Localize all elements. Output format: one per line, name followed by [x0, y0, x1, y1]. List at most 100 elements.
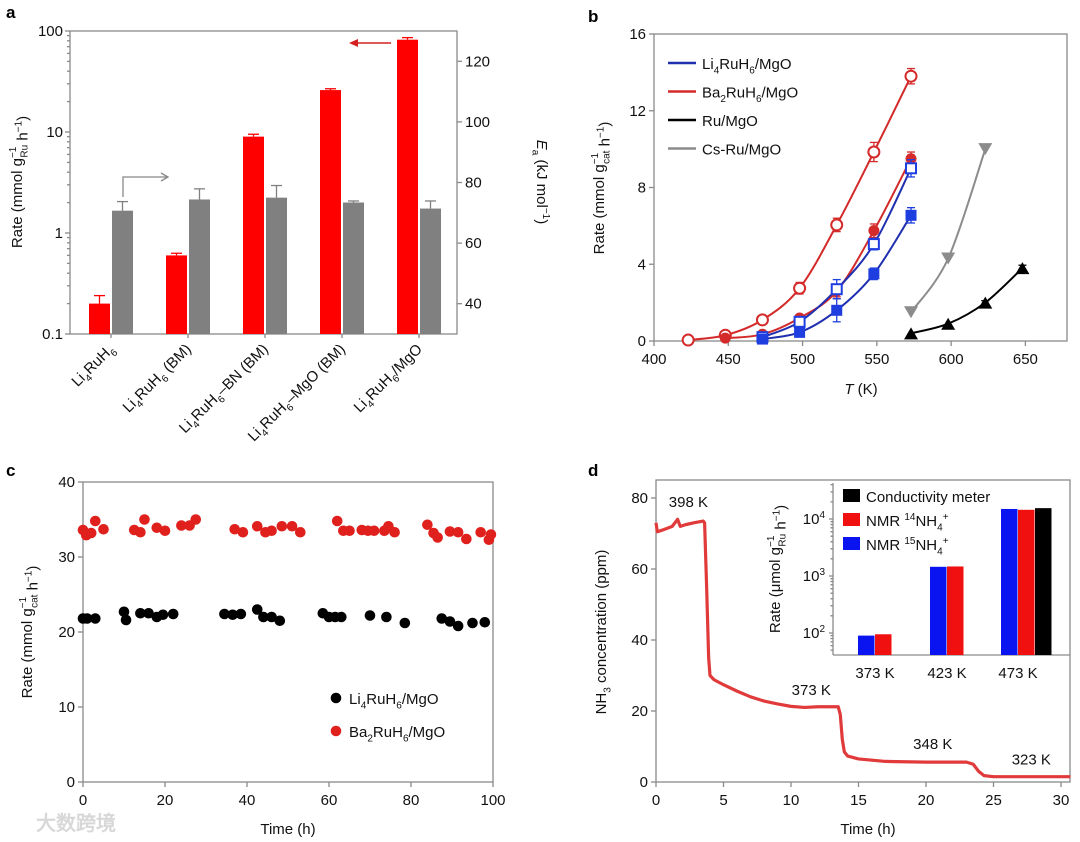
data-point [143, 607, 154, 619]
inset-x-tick-label: 423 K [927, 665, 966, 682]
panel-label-c: c [6, 461, 15, 480]
superscript: 14 [904, 512, 916, 523]
text-run: RuH [373, 724, 403, 741]
data-point [331, 515, 343, 527]
legend-label: Ba2​RuH6​/MgO [349, 724, 445, 745]
data-point [266, 525, 277, 537]
text-run: 0.1 [42, 326, 63, 343]
text-run: 348 K [913, 736, 952, 753]
data-point [904, 306, 919, 319]
panel-d-line-chart: 0 5 10 15 20 25 30 0 20 40 60 80 398 K 373 K 348 K 323 … [593, 479, 1071, 838]
ea-bar [420, 208, 441, 334]
superscript: 15 [904, 536, 916, 547]
text-run: 0 [640, 774, 648, 791]
text-run: RuH [132, 371, 165, 404]
data-point [422, 519, 433, 531]
data-point [479, 616, 491, 628]
plot-frame [655, 479, 1071, 783]
y-axis-title: Rate (mmol g−1cat h−1​) [590, 122, 613, 255]
text-run: 550 [864, 351, 889, 368]
data-point [905, 162, 918, 175]
data-point [904, 69, 918, 83]
y-tick-label: 80 [631, 490, 648, 507]
data-point [756, 333, 768, 345]
text-run: –MgO (BM) [282, 341, 349, 408]
y-axis-title: Rate (mmol g−1cat h−1​) [18, 566, 41, 699]
text-run: T [844, 381, 855, 398]
text-run: ) [24, 566, 41, 571]
text-run: 10 [803, 511, 820, 528]
text-run: 373 K [855, 665, 894, 682]
text-run: 323 K [1012, 751, 1051, 768]
y-right-tick-label: 40 [465, 296, 482, 313]
x-tick-label: 0 [79, 792, 87, 809]
text-run: Ru/MgO [702, 113, 758, 130]
data-point [399, 617, 411, 629]
text-run: NMR [866, 513, 904, 530]
y-axis-title: Rate (mmol g−1Ru h−1​) [8, 116, 31, 248]
y-tick-label: 100 [38, 23, 63, 40]
y-tick-label: 30 [58, 549, 75, 566]
data-point [135, 607, 146, 619]
superscript: −1 [540, 208, 551, 220]
text-run: 20 [157, 792, 174, 809]
text-run: 450 [716, 351, 741, 368]
data-point [905, 209, 917, 221]
data-point [978, 296, 993, 309]
text-run: h [772, 521, 789, 534]
superscript: −1 [766, 535, 777, 547]
data-point [867, 145, 881, 159]
text-run: 60 [631, 561, 648, 578]
text-run: 400 [641, 351, 666, 368]
inset-y-axis-title: Rate (μmol g−1Ru h−1​) [766, 505, 789, 633]
y-axis-title: NH3​ concentration (ppm) [593, 550, 614, 715]
subscript: 4 [714, 66, 720, 77]
text-run: 0 [79, 792, 87, 809]
data-point [485, 529, 497, 540]
rate-bar [243, 136, 264, 334]
arrow-to-ea-axis [122, 176, 167, 197]
series-line [910, 148, 987, 313]
text-run: RuH [366, 691, 396, 708]
data-point [868, 268, 880, 280]
subscript: a [530, 150, 541, 156]
inset-legend-label: NMR 15​NH4​+​ [866, 536, 949, 558]
text-run: ) [14, 116, 31, 121]
x-tick-label: 20 [157, 792, 174, 809]
text-run: ) [596, 122, 613, 127]
y-tick-label: 0 [638, 333, 646, 350]
data-point [941, 317, 956, 330]
data-point [235, 608, 247, 620]
data-point [719, 332, 731, 344]
text-run: 10 [803, 568, 820, 585]
y-tick-label: 12 [629, 103, 646, 120]
legend-label: Li4​RuH6​/MgO [702, 56, 792, 77]
data-point [905, 153, 917, 165]
series-line [910, 267, 1024, 335]
data-point [904, 327, 919, 340]
data-point [793, 281, 807, 295]
superscript: 2 [819, 624, 825, 635]
x-tick-label: 20 [918, 792, 935, 809]
y-tick-label: 60 [631, 561, 648, 578]
text-run: 20 [58, 624, 75, 641]
y-tick-label: 10 [58, 699, 75, 716]
y-tick-label: 40 [631, 632, 648, 649]
x-tick-label: 80 [403, 792, 420, 809]
y-tick-label: 20 [58, 624, 75, 641]
inset-legend-label: Conductivity meter [866, 489, 990, 506]
x-tick-label: 650 [1013, 351, 1038, 368]
superscript: −1 [8, 146, 19, 158]
text-run: 40 [239, 792, 256, 809]
inset-bar [858, 635, 875, 655]
superscript: −1 [590, 152, 601, 164]
data-point [444, 526, 456, 537]
data-point [237, 526, 249, 538]
text-run: concentration (ppm) [593, 550, 610, 688]
concentration-line [654, 517, 1071, 779]
text-run: Rate (mmol g [19, 608, 36, 698]
data-point [467, 617, 478, 629]
text-run: 16 [629, 26, 646, 43]
data-point [98, 523, 109, 535]
